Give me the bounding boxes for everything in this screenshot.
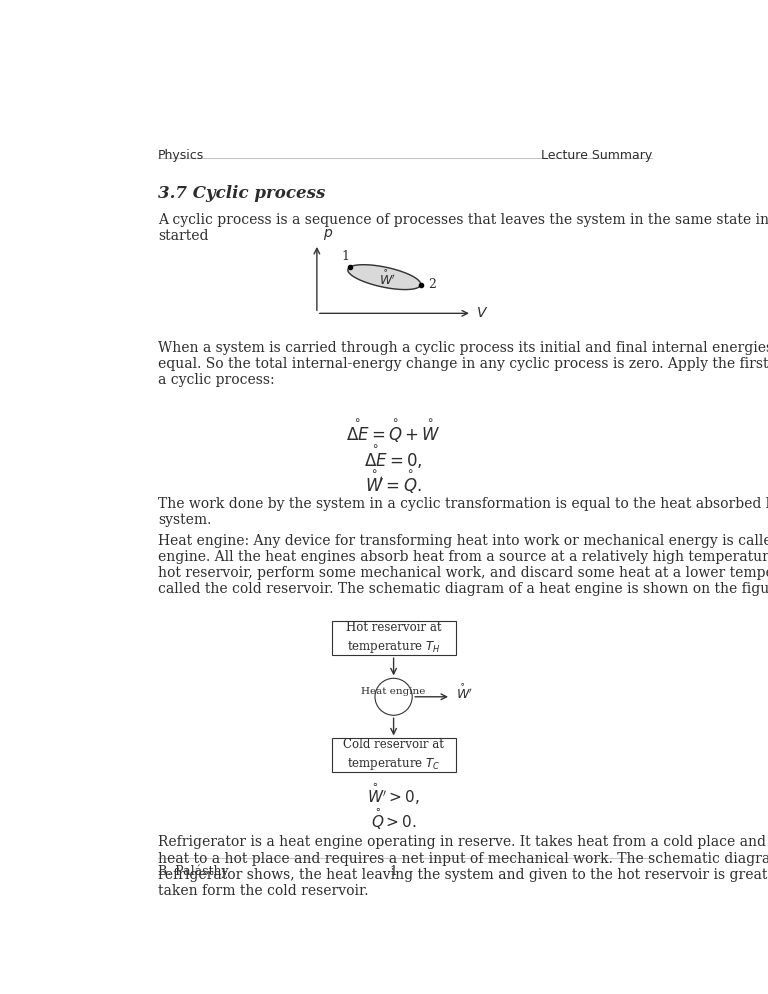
Text: Physics: Physics (158, 148, 204, 162)
Circle shape (375, 678, 412, 716)
Text: $V$: $V$ (475, 306, 488, 320)
Text: Heat engine: Heat engine (362, 687, 425, 696)
Text: A cyclic process is a sequence of processes that leaves the system in the same s: A cyclic process is a sequence of proces… (158, 214, 768, 244)
Text: Hot reservoir at
temperature $T_H$: Hot reservoir at temperature $T_H$ (346, 621, 442, 655)
Text: Refrigerator is a heat engine operating in reserve. It takes heat from a cold pl: Refrigerator is a heat engine operating … (158, 835, 768, 898)
Text: $\overset{\circ}{W}'$: $\overset{\circ}{W}'$ (379, 268, 396, 287)
Text: $\overset{\circ}{\Delta E} = \overset{\circ}{Q}+\overset{\circ}{W}$: $\overset{\circ}{\Delta E} = \overset{\c… (346, 418, 441, 446)
Text: 2: 2 (429, 278, 436, 291)
FancyBboxPatch shape (332, 739, 455, 772)
Text: Cold reservoir at
temperature $T_C$: Cold reservoir at temperature $T_C$ (343, 739, 444, 772)
Text: $\overset{\circ}{W}' > 0,$: $\overset{\circ}{W}' > 0,$ (367, 781, 420, 807)
Text: 1: 1 (389, 865, 398, 878)
Text: $\overset{\circ}{W}\!' = \overset{\circ}{Q}.$: $\overset{\circ}{W}\!' = \overset{\circ}… (366, 469, 422, 497)
Text: $\overset{\circ}{Q} > 0.$: $\overset{\circ}{Q} > 0.$ (371, 806, 416, 832)
Text: $\overset{\circ}{W}'$: $\overset{\circ}{W}'$ (455, 683, 472, 702)
Text: $p$: $p$ (323, 227, 333, 242)
Text: Heat engine: Any device for transforming heat into work or mechanical energy is : Heat engine: Any device for transforming… (158, 534, 768, 596)
Text: When a system is carried through a cyclic process its initial and final internal: When a system is carried through a cycli… (158, 341, 768, 388)
Text: 1: 1 (342, 249, 349, 262)
Text: Lecture Summary: Lecture Summary (541, 148, 653, 162)
Polygon shape (348, 264, 421, 289)
Text: $\overset{\circ}{\Delta E} = 0,$: $\overset{\circ}{\Delta E} = 0,$ (364, 444, 423, 472)
Text: 3.7 Cyclic process: 3.7 Cyclic process (158, 185, 326, 202)
Text: B. Palásthy: B. Palásthy (158, 865, 229, 878)
Text: The work done by the system in a cyclic transformation is equal to the heat abso: The work done by the system in a cyclic … (158, 497, 768, 527)
FancyBboxPatch shape (332, 621, 455, 655)
